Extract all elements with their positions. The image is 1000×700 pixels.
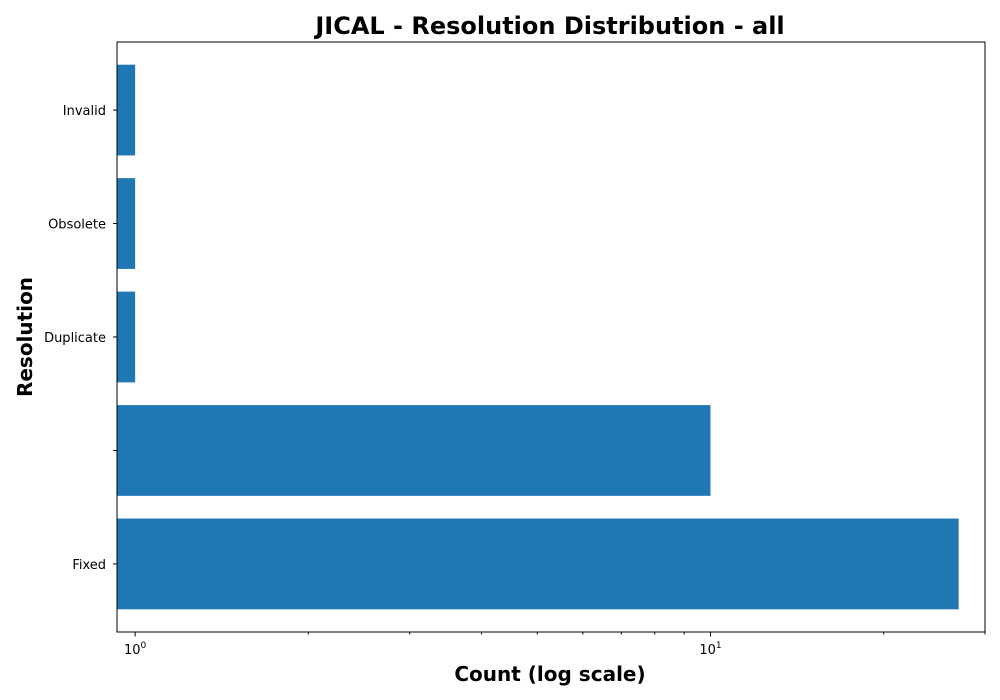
y-tick-label: Fixed xyxy=(72,558,106,573)
x-ticks: 100 101 xyxy=(124,632,986,658)
chart-title: JICAL - Resolution Distribution - all xyxy=(313,12,784,40)
bar xyxy=(117,291,136,383)
plot-frame xyxy=(116,41,986,633)
bar xyxy=(117,64,136,156)
y-axis-label: Resolution xyxy=(13,277,37,397)
y-tick-label: Invalid xyxy=(63,104,106,119)
y-ticks: Fixed Duplicate Obsolete Invalid xyxy=(44,104,117,573)
x-tick-label: 100 xyxy=(124,641,147,658)
x-axis-label: Count (log scale) xyxy=(454,662,645,686)
bar xyxy=(117,518,959,610)
bar xyxy=(117,178,136,269)
x-tick-label: 101 xyxy=(699,641,721,658)
bars xyxy=(117,64,959,610)
y-tick-label: Obsolete xyxy=(48,218,106,233)
bar xyxy=(117,405,711,496)
y-tick-label: Duplicate xyxy=(44,331,106,346)
